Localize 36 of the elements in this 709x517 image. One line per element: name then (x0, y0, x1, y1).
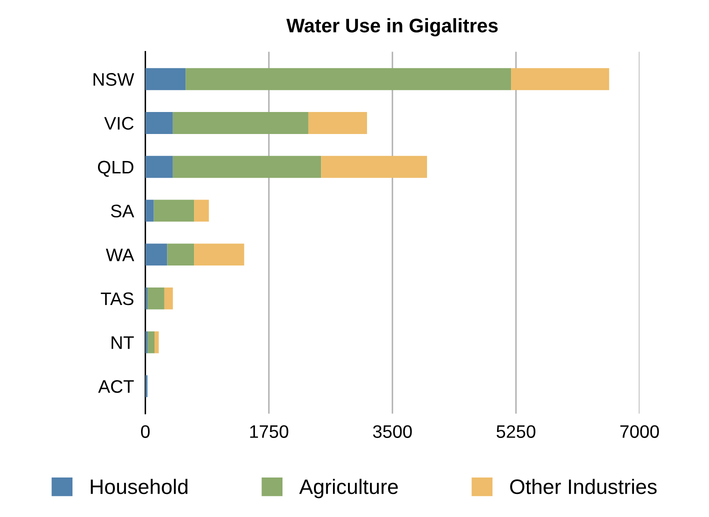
legend-label: Household (90, 478, 188, 494)
bar (154, 200, 194, 222)
bar (308, 112, 368, 134)
x-tick-label: 7000 (620, 425, 659, 438)
bar (194, 200, 209, 222)
bar (164, 287, 173, 310)
bar (321, 156, 428, 178)
bar (145, 156, 173, 178)
y-tick-label: WA (106, 248, 134, 262)
bar (145, 244, 168, 266)
y-tick-label: QLD (98, 160, 134, 177)
legend-label: Agriculture (299, 478, 398, 498)
bar (186, 68, 512, 90)
y-tick-label: NSW (94, 73, 134, 86)
x-tick-label: 5250 (496, 425, 536, 438)
bar (172, 112, 308, 134)
y-tick-label: TAS (100, 292, 134, 306)
bar (154, 331, 159, 354)
legend-label: Other Industries (510, 478, 657, 494)
bar (511, 68, 610, 90)
bar (145, 112, 173, 134)
bar (145, 200, 154, 222)
bar (194, 244, 244, 266)
bar (145, 68, 186, 90)
bar (167, 244, 194, 266)
y-tick-label: VIC (104, 116, 134, 130)
bar (147, 287, 164, 310)
bar (147, 331, 155, 354)
chart-title: Water Use in Gigalitres (286, 18, 498, 36)
x-tick-label: 0 (141, 425, 150, 438)
x-tick-label: 3500 (373, 425, 412, 438)
y-tick-label: SA (110, 204, 134, 218)
bar (172, 156, 322, 178)
y-tick-label: NT (112, 336, 134, 349)
y-tick-label: ACT (98, 380, 134, 393)
x-tick-label: 1750 (250, 425, 288, 438)
